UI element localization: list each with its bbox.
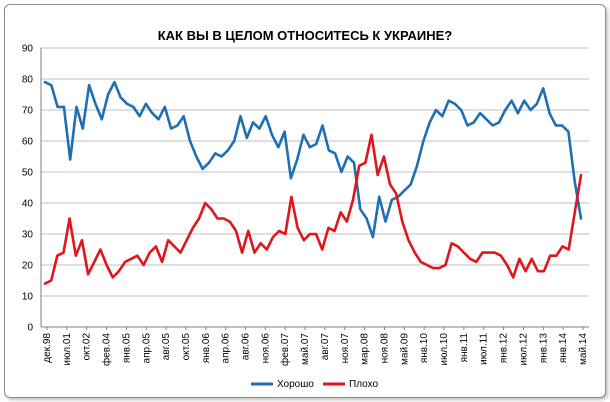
chart-title: КАК ВЫ В ЦЕЛОМ ОТНОСИТЕСЬ К УКРАИНЕ? (158, 28, 453, 43)
x-tick-label: янв.11 (459, 333, 470, 363)
y-tick-label: 20 (22, 261, 34, 272)
y-tick-label: 60 (22, 137, 34, 148)
x-tick-label: май.14 (578, 333, 589, 365)
x-tick-label: июл.11 (479, 333, 490, 365)
x-tick-label: авг.05 (161, 333, 172, 361)
x-tick-label: май.09 (399, 333, 410, 365)
x-tick-label: апр.06 (221, 333, 232, 364)
x-tick-label: янв.12 (499, 333, 510, 364)
y-tick-label: 50 (22, 168, 34, 179)
x-tick-label: окт.05 (181, 333, 192, 361)
legend-label-1: Плохо (349, 379, 378, 390)
y-tick-label: 40 (22, 199, 34, 210)
x-tick-label: янв.13 (538, 333, 549, 364)
x-tick-label: мар.08 (360, 333, 371, 365)
x-tick-label: янв.10 (419, 333, 430, 364)
y-axis-ticks: 0 10 20 30 40 50 60 70 80 90 (22, 44, 34, 334)
x-tick-label: июл.10 (439, 333, 450, 366)
series-line-1 (43, 133, 583, 285)
x-tick-label: июл.12 (518, 333, 529, 366)
y-tick-label: 70 (22, 106, 34, 117)
x-tick-label: апр.05 (141, 333, 152, 364)
y-tick-label: 0 (27, 323, 33, 334)
x-tick-label: ноя.08 (379, 333, 390, 364)
series-line-0 (43, 80, 583, 239)
legend-label-0: Хорошо (277, 379, 314, 390)
x-tick-label: май.07 (300, 333, 311, 365)
x-tick-label: фев.04 (101, 333, 113, 366)
x-tick-label: ноя.07 (340, 333, 351, 364)
x-axis-ticks: дек.98 июл.01 окт.02 фев.04 янв.05 апр.05 авг.… (42, 327, 589, 366)
x-tick-label: янв.06 (201, 333, 212, 364)
x-tick-label: окт.02 (82, 333, 93, 361)
y-tick-label: 90 (22, 44, 34, 55)
chart-frame: КАК ВЫ В ЦЕЛОМ ОТНОСИТЕСЬ К УКРАИНЕ? 0 10… (4, 4, 606, 398)
legend: Хорошо Плохо (251, 379, 378, 390)
x-tick-label: авг.06 (241, 333, 252, 361)
gridlines (40, 47, 589, 328)
line-chart: КАК ВЫ В ЦЕЛОМ ОТНОСИТЕСЬ К УКРАИНЕ? 0 10… (22, 28, 589, 390)
x-tick-label: ноя.06 (260, 333, 271, 364)
y-tick-label: 80 (22, 75, 34, 86)
y-tick-label: 10 (22, 292, 34, 303)
series-lines (43, 80, 583, 285)
y-tick-label: 30 (22, 230, 34, 241)
x-tick-label: янв.05 (121, 333, 132, 364)
x-tick-label: авг.07 (320, 333, 331, 361)
x-tick-label: дек.98 (42, 333, 53, 363)
x-tick-label: фев.07 (279, 333, 291, 366)
x-tick-label: янв.14 (558, 333, 569, 364)
x-tick-label: июл.01 (62, 333, 73, 366)
